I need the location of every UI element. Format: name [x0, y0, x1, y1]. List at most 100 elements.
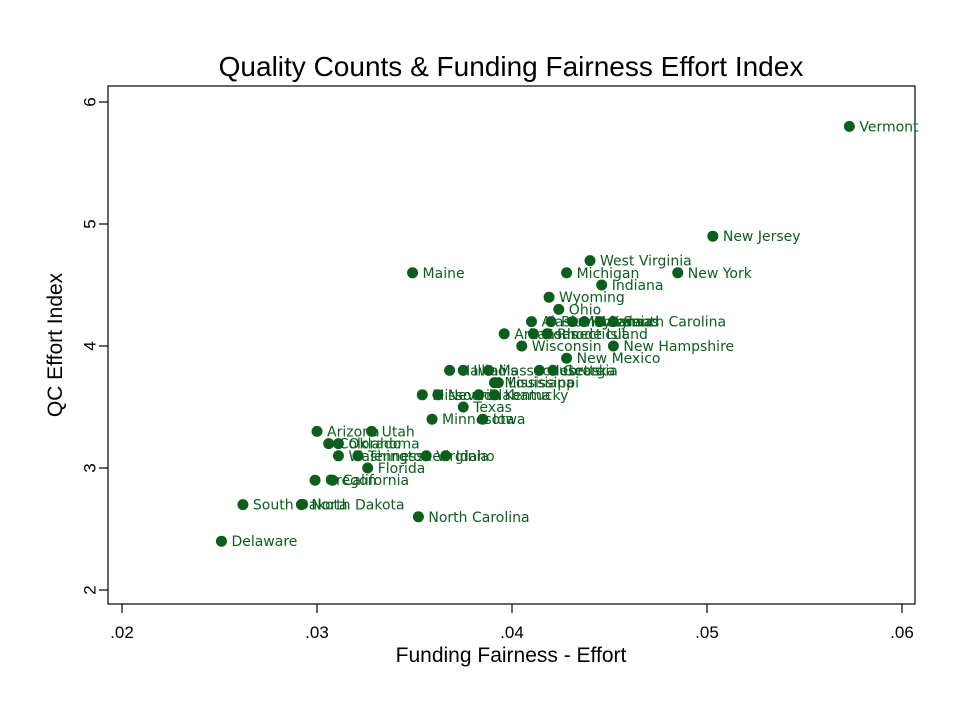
data-point: [607, 316, 619, 328]
data-label: Rhode Island: [557, 327, 648, 343]
data-point: [526, 316, 537, 328]
data-point: [672, 267, 684, 279]
data-point: [584, 255, 596, 267]
data-point: [543, 291, 555, 303]
data-label: Louisiana: [508, 376, 574, 392]
y-tick-label: 3: [80, 463, 99, 472]
data-point: [215, 535, 227, 547]
y-tick-label: 2: [80, 585, 99, 594]
data-point: [498, 328, 510, 340]
data-label: South Carolina: [623, 315, 726, 331]
data-point: [432, 389, 444, 401]
data-label: Delaware: [231, 534, 297, 550]
data-label: South Dakota: [253, 498, 348, 514]
data-label: Utah: [382, 424, 415, 440]
data-point: [412, 511, 424, 523]
data-label: New Hampshire: [623, 339, 734, 355]
data-label: Alaska: [542, 315, 588, 331]
data-label: Iowa: [493, 412, 526, 428]
x-tick-label: .05: [695, 623, 719, 642]
data-point: [332, 450, 344, 462]
data-point: [311, 425, 323, 437]
data-label: Alabama: [489, 388, 551, 404]
data-label: Kansas: [610, 315, 660, 331]
x-tick-label: .03: [305, 623, 329, 642]
data-label: California: [343, 473, 409, 489]
data-point: [541, 328, 553, 340]
data-label: Maryland: [594, 315, 659, 331]
data-label: Virginia: [436, 449, 489, 465]
data-label: Georgia: [563, 363, 618, 379]
data-label: Illinois: [473, 363, 517, 379]
data-point: [416, 389, 428, 401]
chart-title: Quality Counts & Funding Fairness Effort…: [219, 51, 804, 82]
data-point: [527, 328, 539, 340]
data-point: [327, 474, 339, 486]
data-label: Michigan: [577, 266, 640, 282]
data-label: Florida: [378, 461, 426, 477]
y-tick-label: 4: [80, 341, 99, 350]
data-label: Vermont: [859, 119, 919, 135]
data-point: [457, 364, 469, 376]
data-label: West Virginia: [600, 254, 692, 270]
data-points: [215, 120, 855, 547]
data-point: [440, 450, 452, 462]
data-point: [483, 364, 495, 376]
data-point: [366, 425, 378, 437]
data-label: Hawaii: [460, 363, 507, 379]
data-label: Washington: [348, 449, 430, 465]
x-tick-label: .04: [500, 623, 524, 642]
data-label: North Carolina: [428, 510, 529, 526]
data-label: Pennsylvania: [561, 315, 653, 331]
data-point: [309, 474, 321, 486]
data-point: [561, 352, 573, 364]
data-point: [457, 401, 469, 413]
data-point: [553, 303, 565, 315]
data-point: [488, 389, 500, 401]
x-axis: .02 .03 .04 .05 .06: [110, 604, 914, 642]
data-point: [596, 279, 608, 291]
data-point: [578, 316, 590, 328]
data-point: [426, 413, 438, 425]
data-point: [547, 364, 559, 376]
data-label: Nebraska: [549, 363, 615, 379]
data-point: [707, 230, 719, 242]
data-label: North Dakota: [311, 498, 404, 514]
data-point: [420, 450, 432, 462]
plot-frame: [107, 85, 916, 605]
x-tick-label: .06: [890, 623, 914, 642]
data-point: [323, 438, 335, 450]
data-label: Nevada: [448, 388, 501, 404]
y-axis-title: QC Effort Index: [44, 272, 67, 417]
data-point: [295, 499, 307, 511]
data-point: [545, 316, 557, 328]
data-point: [332, 438, 344, 450]
y-axis: 2 3 4 5 6: [80, 97, 108, 595]
data-label: Connecticut: [543, 327, 627, 343]
data-label: Massachusetts: [499, 363, 602, 379]
x-axis-title: Funding Fairness - Effort: [396, 644, 627, 667]
data-label: Arizona: [327, 424, 380, 440]
data-label: New Jersey: [723, 229, 801, 245]
data-label: Indiana: [612, 278, 664, 294]
data-label: Minnesota: [442, 412, 514, 428]
data-label: New Mexico: [577, 351, 661, 367]
data-point: [492, 377, 504, 389]
data-label: Colorado: [339, 437, 402, 453]
data-label: Missouri: [432, 388, 490, 404]
data-point: [533, 364, 545, 376]
data-label: Wisconsin: [532, 339, 602, 355]
data-label: Wyoming: [559, 290, 625, 306]
data-point: [516, 340, 528, 352]
data-point: [352, 450, 364, 462]
data-point: [561, 267, 573, 279]
data-point: [444, 364, 456, 376]
data-point: [237, 499, 249, 511]
data-label: Tennessee: [367, 449, 441, 465]
data-point: [362, 462, 374, 474]
data-label: Montana: [582, 315, 643, 331]
data-label: New York: [688, 266, 753, 282]
